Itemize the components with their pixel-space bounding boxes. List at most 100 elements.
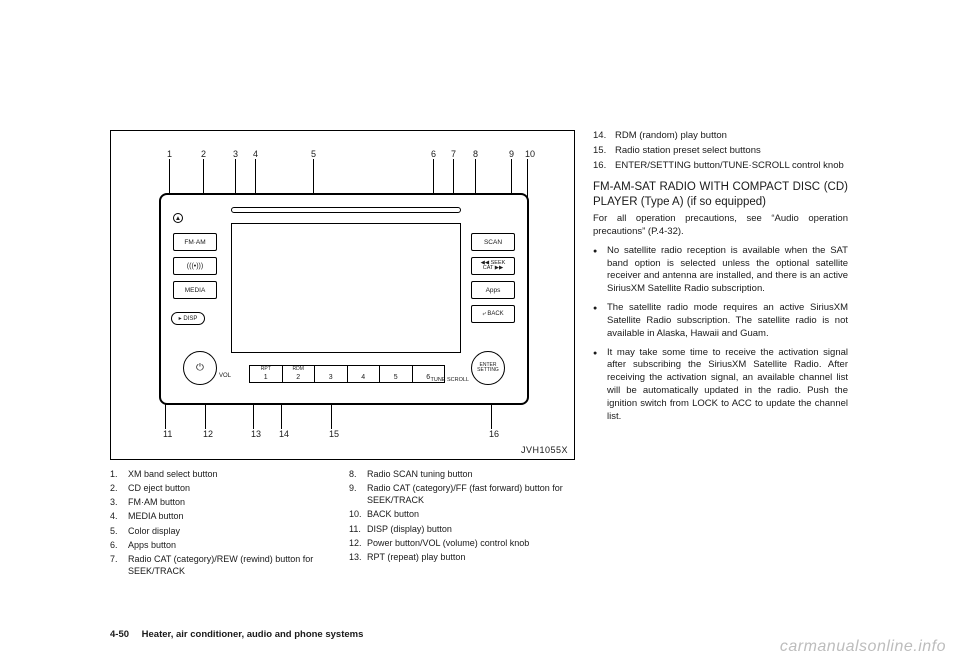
legend-item: 3.FM·AM button [110,496,335,508]
legend-item: 12.Power button/VOL (volume) control kno… [349,537,574,549]
enter-knob: ENTER SETTING [471,351,505,385]
legend-text: RDM (random) play button [615,130,727,143]
scan-button: SCAN [471,233,515,251]
disp-button: ▸ DISP [171,312,205,325]
legend-text: ENTER/SETTING button/TUNE·SCROLL control… [615,160,844,173]
right-column: 14.RDM (random) play button 15.Radio stat… [593,130,848,640]
legend-num: 8. [349,468,367,480]
legend-num: 10. [349,508,367,520]
legend-item: 14.RDM (random) play button [593,130,848,143]
preset-2: RDM 2 [282,365,315,383]
callout-5: 5 [311,149,316,159]
callout-11: 11 [163,429,172,439]
legend-num: 4. [110,510,128,522]
preset-row: RPT 1 RDM 2 3 4 5 6 [249,365,445,383]
legend-num: 5. [110,525,128,537]
intro-paragraph: For all operation precautions, see “Audi… [593,213,848,239]
callout-6: 6 [431,149,436,159]
legend-item: 9.Radio CAT (category)/FF (fast forward)… [349,482,574,506]
cd-slot [231,207,461,213]
preset-num: 5 [394,374,398,381]
legend-num: 7. [110,553,128,577]
callout-7: 7 [451,149,456,159]
vol-label: VOL [219,373,231,379]
preset-num: 2 [296,374,300,381]
preset-4: 4 [347,365,380,383]
rdm-label: RDM [293,366,304,372]
callout-1: 1 [167,149,172,159]
callout-2: 2 [201,149,206,159]
legend-item: 15.Radio station preset select buttons [593,145,848,158]
legend-col-left: 1.XM band select button2.CD eject button… [110,468,335,579]
legend-item: 1.XM band select button [110,468,335,480]
preset-5: 5 [379,365,412,383]
fmam-button: FM·AM [173,233,217,251]
legend-text: Radio SCAN tuning button [367,468,473,480]
legend-item: 13.RPT (repeat) play button [349,551,574,563]
bullet-item: It may take some time to receive the act… [593,347,848,424]
seek-bot: CAT ▶▶ [483,266,503,272]
preset-num: 4 [361,374,365,381]
power-vol-knob [183,351,217,385]
legend-num: 14. [593,130,615,143]
legend-text: CD eject button [128,482,190,494]
legend-num: 16. [593,160,615,173]
media-button: MEDIA [173,281,217,299]
legend-text: Power button/VOL (volume) control knob [367,537,529,549]
callout-8: 8 [473,149,478,159]
legend-text: Apps button [128,539,176,551]
legend-text: Radio CAT (category)/REW (rewind) button… [128,553,335,577]
legend-text: BACK button [367,508,419,520]
legend-num: 6. [110,539,128,551]
callout-10: 10 [525,149,535,159]
section-title: Heater, air conditioner, audio and phone… [142,629,364,640]
legend-text: MEDIA button [128,510,184,522]
callout-4: 4 [253,149,258,159]
legend-num: 13. [349,551,367,563]
eject-button: ▲ [173,213,183,223]
bullet-list: No satellite radio reception is availabl… [593,245,848,424]
legend-text: Color display [128,525,180,537]
page-footer: 4-50 Heater, air conditioner, audio and … [110,629,363,640]
callout-13: 13 [251,429,261,439]
preset-3: 3 [314,365,347,383]
watermark: carmanualsonline.info [780,638,946,656]
radio-figure: 1 2 3 4 5 6 7 8 9 10 11 12 13 14 [110,130,575,460]
legend-item: 2.CD eject button [110,482,335,494]
left-column: 1 2 3 4 5 6 7 8 9 10 11 12 13 14 [110,130,575,640]
xm-button: (((•))) [173,257,217,275]
apps-button: Apps [471,281,515,299]
legend-num: 2. [110,482,128,494]
legend-text: FM·AM button [128,496,185,508]
rpt-label: RPT [261,366,271,372]
figure-code: JVH1055X [521,445,568,455]
preset-num: 3 [329,374,333,381]
legend-item: 10.BACK button [349,508,574,520]
legend-text: XM band select button [128,468,218,480]
callout-15: 15 [329,429,339,439]
legend-item: 4.MEDIA button [110,510,335,522]
legend-item: 11.DISP (display) button [349,523,574,535]
radio-unit: ▲ FM·AM (((•))) MEDIA ▸ DISP SCAN ◀◀ SEE… [159,193,529,405]
legend-item: 8.Radio SCAN tuning button [349,468,574,480]
legend-num: 1. [110,468,128,480]
back-button: ⤶ BACK [471,305,515,323]
legend-num: 11. [349,523,367,535]
legend-num: 12. [349,537,367,549]
legend-text: RPT (repeat) play button [367,551,465,563]
legend-num: 9. [349,482,367,506]
callout-3: 3 [233,149,238,159]
display-screen [231,223,461,353]
legend-continued: 14.RDM (random) play button 15.Radio stat… [593,130,848,172]
legend-text: Radio CAT (category)/FF (fast forward) b… [367,482,574,506]
callout-9: 9 [509,149,514,159]
preset-num: 1 [264,374,268,381]
legend-col-right: 8.Radio SCAN tuning button9.Radio CAT (c… [349,468,574,579]
preset-1: RPT 1 [249,365,282,383]
callout-14: 14 [279,429,289,439]
figure-legend: 1.XM band select button2.CD eject button… [110,468,575,579]
legend-item: 5.Color display [110,525,335,537]
preset-num: 6 [426,374,430,381]
legend-text: DISP (display) button [367,523,452,535]
page-number: 4-50 [110,629,129,640]
